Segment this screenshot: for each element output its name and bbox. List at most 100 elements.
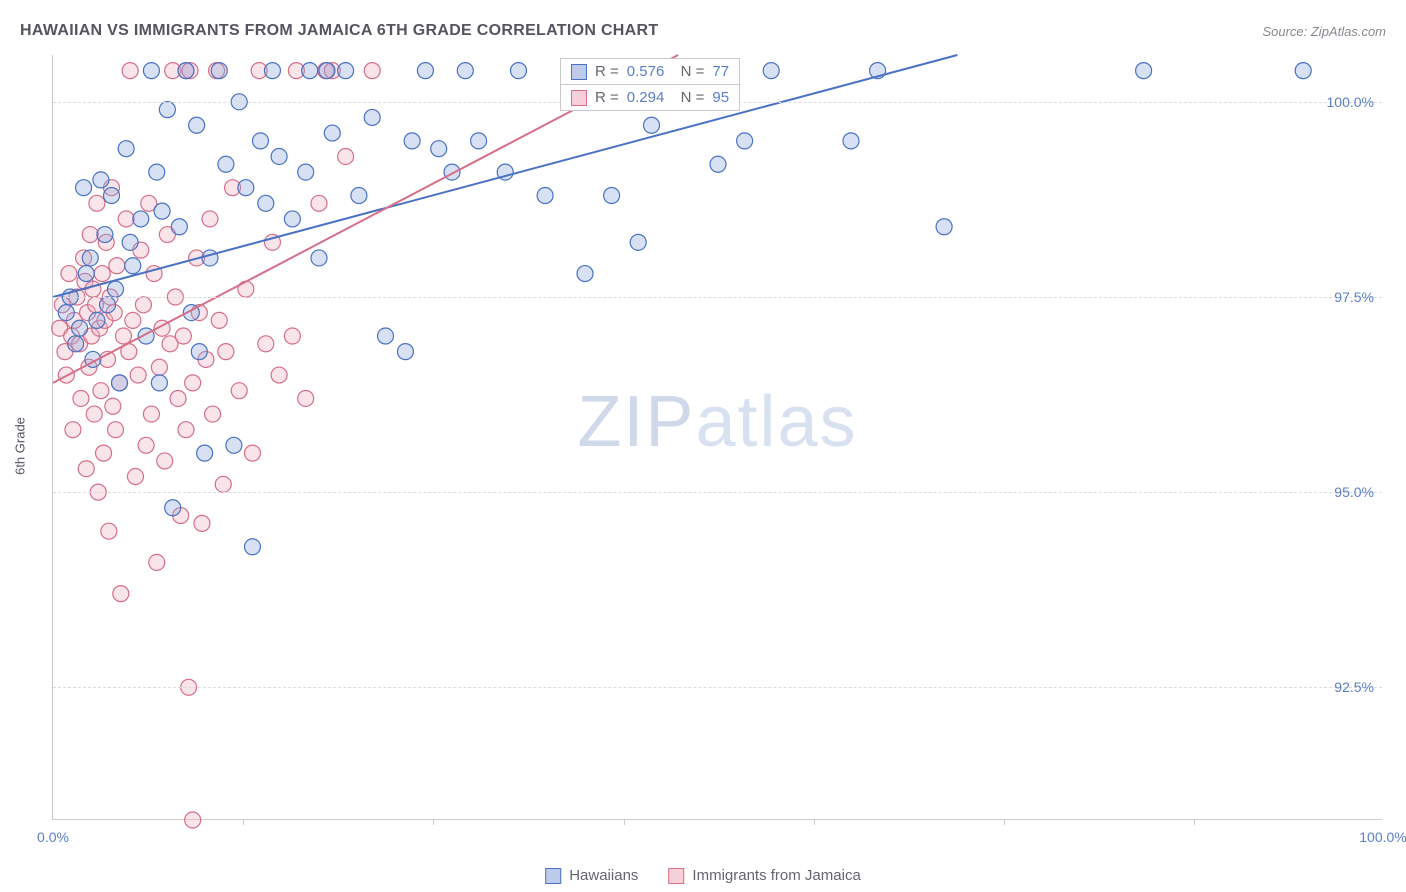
- data-point: [211, 63, 227, 79]
- legend-label: Immigrants from Jamaica: [692, 867, 860, 884]
- data-point: [471, 133, 487, 149]
- data-point: [108, 281, 124, 297]
- legend-label: Hawaiians: [569, 867, 638, 884]
- data-point: [93, 172, 109, 188]
- data-point: [302, 63, 318, 79]
- stats-row: R = 0.576 N = 77: [561, 59, 739, 85]
- stats-row: R = 0.294 N = 95: [561, 85, 739, 110]
- data-point: [118, 141, 134, 157]
- data-point: [202, 250, 218, 266]
- data-point: [284, 328, 300, 344]
- data-point: [194, 515, 210, 531]
- data-point: [159, 102, 175, 118]
- data-point: [319, 63, 335, 79]
- data-point: [298, 164, 314, 180]
- legend: Hawaiians Immigrants from Jamaica: [545, 867, 861, 884]
- data-point: [258, 195, 274, 211]
- data-point: [218, 156, 234, 172]
- x-minor-tick: [243, 819, 244, 825]
- data-point: [710, 156, 726, 172]
- data-point: [113, 586, 129, 602]
- data-point: [178, 422, 194, 438]
- stat-r-value: 0.294: [627, 89, 665, 106]
- x-minor-tick: [814, 819, 815, 825]
- data-point: [122, 63, 138, 79]
- data-point: [149, 554, 165, 570]
- data-point: [97, 227, 113, 243]
- data-point: [252, 133, 268, 149]
- data-point: [133, 211, 149, 227]
- legend-swatch: [545, 868, 561, 884]
- data-point: [109, 258, 125, 274]
- data-point: [89, 195, 105, 211]
- data-point: [73, 390, 89, 406]
- data-point: [457, 63, 473, 79]
- data-point: [96, 445, 112, 461]
- data-point: [258, 336, 274, 352]
- data-point: [397, 344, 413, 360]
- data-point: [104, 188, 120, 204]
- x-minor-tick: [433, 819, 434, 825]
- data-point: [175, 328, 191, 344]
- stat-r-label: R =: [595, 89, 619, 106]
- y-tick-label: 100.0%: [1327, 94, 1374, 110]
- data-point: [143, 406, 159, 422]
- data-point: [202, 211, 218, 227]
- data-point: [338, 148, 354, 164]
- data-point: [231, 383, 247, 399]
- regression-line: [53, 55, 957, 297]
- data-point: [68, 336, 84, 352]
- data-point: [76, 180, 92, 196]
- data-point: [351, 188, 367, 204]
- scatter-plot: ZIPatlas 92.5%95.0%97.5%100.0%0.0%100.0%: [52, 55, 1382, 820]
- data-point: [364, 63, 380, 79]
- data-point: [185, 812, 201, 828]
- data-point: [157, 453, 173, 469]
- gridline: [53, 297, 1382, 298]
- data-point: [130, 367, 146, 383]
- data-point: [737, 133, 753, 149]
- data-point: [143, 63, 159, 79]
- data-point: [404, 133, 420, 149]
- data-point: [630, 234, 646, 250]
- stat-r-value: 0.576: [627, 63, 665, 80]
- data-point: [417, 63, 433, 79]
- legend-item: Hawaiians: [545, 867, 638, 884]
- data-point: [65, 422, 81, 438]
- data-point: [338, 63, 354, 79]
- stat-n-value: 95: [712, 89, 729, 106]
- data-point: [125, 312, 141, 328]
- y-tick-label: 92.5%: [1334, 679, 1374, 695]
- data-point: [511, 63, 527, 79]
- data-point: [78, 266, 94, 282]
- data-point: [431, 141, 447, 157]
- data-point: [271, 367, 287, 383]
- data-point: [189, 117, 205, 133]
- data-point: [138, 437, 154, 453]
- data-point: [118, 211, 134, 227]
- data-point: [378, 328, 394, 344]
- chart-title: HAWAIIAN VS IMMIGRANTS FROM JAMAICA 6TH …: [20, 22, 658, 40]
- data-point: [191, 344, 207, 360]
- data-point: [151, 375, 167, 391]
- x-tick-label: 0.0%: [37, 829, 69, 845]
- data-point: [151, 359, 167, 375]
- legend-item: Immigrants from Jamaica: [668, 867, 860, 884]
- data-point: [226, 437, 242, 453]
- data-point: [644, 117, 660, 133]
- data-point: [311, 195, 327, 211]
- data-point: [271, 148, 287, 164]
- source-label: Source: ZipAtlas.com: [1262, 24, 1386, 39]
- data-point: [154, 203, 170, 219]
- data-point: [577, 266, 593, 282]
- data-point: [211, 312, 227, 328]
- data-point: [82, 227, 98, 243]
- data-point: [171, 219, 187, 235]
- data-point: [122, 234, 138, 250]
- data-point: [264, 63, 280, 79]
- data-point: [205, 406, 221, 422]
- stat-r-label: R =: [595, 63, 619, 80]
- data-point: [298, 390, 314, 406]
- data-point: [61, 266, 77, 282]
- data-point: [197, 445, 213, 461]
